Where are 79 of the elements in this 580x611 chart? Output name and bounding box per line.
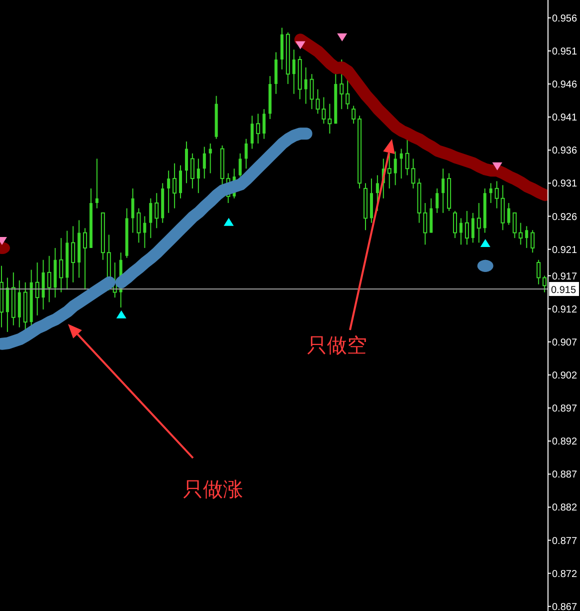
candlestick — [304, 66, 308, 104]
candlestick — [507, 202, 510, 226]
candlestick — [292, 49, 296, 94]
candlestick — [442, 168, 445, 214]
candlestick — [536, 259, 541, 285]
candlestick — [256, 113, 260, 144]
y-tick-label: 0.872 — [552, 568, 578, 580]
ref-line-label: 0.915 — [551, 284, 576, 296]
candlestick — [346, 78, 350, 110]
candlestick — [190, 152, 194, 189]
point — [337, 33, 348, 42]
point — [477, 260, 494, 272]
point — [116, 310, 126, 318]
y-tick-label: 0.887 — [552, 470, 578, 481]
candlestick — [136, 208, 141, 244]
point — [480, 239, 490, 248]
candlestick — [154, 192, 159, 229]
y-tick-label: 0.926 — [552, 212, 578, 223]
candlestick — [489, 182, 492, 204]
candlestick — [238, 152, 242, 178]
candlestick — [352, 105, 356, 124]
candlestick — [143, 216, 146, 248]
y-tick-label: 0.897 — [552, 404, 578, 415]
point — [224, 218, 234, 226]
y-tick-label: 0.941 — [552, 112, 578, 124]
candlestick — [262, 108, 266, 140]
candlestick — [208, 142, 212, 174]
y-tick-label: 0.931 — [552, 178, 578, 190]
candlestick — [310, 74, 314, 110]
y-tick-label: 0.902 — [552, 370, 578, 382]
candlestick — [184, 141, 188, 184]
candlestick — [387, 152, 392, 189]
candlestick — [464, 210, 469, 246]
candlestick — [471, 212, 474, 244]
candlestick — [250, 115, 254, 150]
candlestick — [83, 228, 88, 290]
candlestick — [95, 158, 98, 209]
candlestick — [131, 188, 134, 234]
candlestick — [530, 230, 535, 254]
y-tick-label: 0.917 — [552, 271, 578, 282]
annotation: 只做空 — [307, 333, 367, 357]
candlestick — [196, 158, 200, 194]
y-tick-label: 0.867 — [552, 602, 578, 611]
candlestick — [512, 212, 517, 239]
y-tick-label: 0.956 — [552, 13, 578, 24]
candlestick — [436, 188, 439, 214]
candlestick — [494, 180, 499, 209]
y-tick-label: 0.921 — [552, 244, 578, 256]
candlestick — [167, 170, 170, 214]
y-tick-label: 0.946 — [552, 80, 578, 91]
candlestick — [423, 202, 428, 246]
y-tick-label: 0.907 — [552, 337, 578, 348]
candlestick — [476, 202, 481, 244]
y-tick-label: 0.936 — [552, 146, 578, 157]
candlestick — [453, 210, 458, 239]
candlestick — [59, 238, 64, 293]
candlestick — [394, 150, 397, 186]
y-tick-label: 0.882 — [552, 502, 578, 514]
candlestick — [244, 138, 248, 170]
point — [492, 162, 502, 170]
candlestick — [400, 148, 403, 180]
candlestick — [328, 103, 332, 134]
y-tick-label: 0.892 — [552, 436, 578, 448]
annotation: 只做涨 — [183, 477, 243, 501]
candlestick — [542, 275, 547, 293]
candlestick — [172, 162, 177, 209]
candlestick — [525, 226, 528, 248]
y-tick-label: 0.877 — [552, 536, 578, 547]
candlestick — [47, 255, 52, 303]
point — [295, 41, 306, 50]
candlestick — [35, 262, 40, 316]
y-tick-label: 0.912 — [552, 304, 578, 316]
candlestick — [71, 226, 76, 283]
candlestick — [459, 218, 462, 246]
candlestick — [202, 146, 206, 180]
candlestick — [149, 198, 152, 239]
y-tick-label: 0.951 — [552, 46, 578, 58]
candlestick — [179, 164, 182, 199]
candlestick — [518, 222, 523, 246]
